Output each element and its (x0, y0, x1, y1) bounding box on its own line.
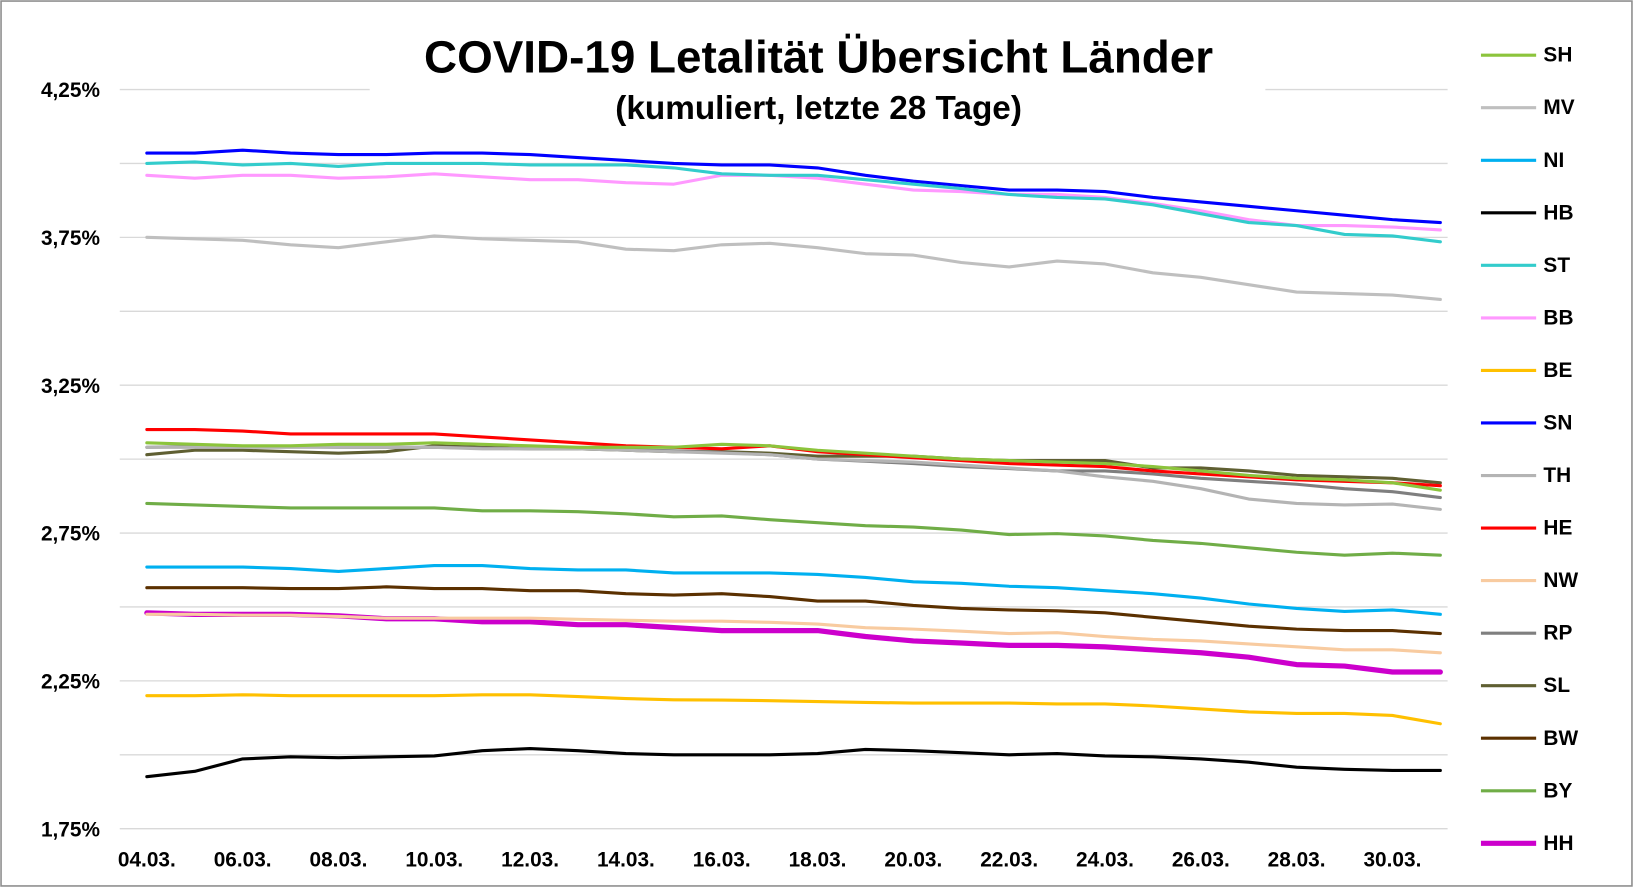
grid (119, 88, 1448, 830)
x-tick-label: 28.03. (1268, 848, 1326, 871)
plot-lines (144, 148, 1443, 779)
series-line (145, 563, 1442, 616)
x-tick-label: 08.03. (310, 848, 368, 871)
x-tick-label: 14.03. (597, 848, 655, 871)
x-tick-label: 24.03. (1076, 848, 1134, 871)
series-line (145, 160, 1442, 244)
title-background (369, 20, 1266, 138)
series-line (145, 747, 1442, 779)
y-tick-label: 2,25% (41, 670, 100, 693)
legend-label: RP (1543, 622, 1572, 645)
chart-subtitle: (kumuliert, letzte 28 Tage) (615, 90, 1022, 127)
x-tick-label: 16.03. (693, 848, 751, 871)
legend-label: ST (1543, 254, 1570, 277)
legend-label: BY (1543, 779, 1572, 802)
series-line (145, 444, 1442, 485)
legend: SH MV NI HB ST BB BE SN TH HE NW RP SL BW BY HH (1480, 44, 1578, 855)
chart-title: COVID-19 Letalität Übersicht Länder (424, 31, 1213, 82)
y-tick-label: 4,25% (41, 79, 100, 102)
y-tick-label: 1,75% (41, 818, 100, 841)
legend-label: TH (1543, 464, 1571, 487)
x-tick-label: 10.03. (405, 848, 463, 871)
series-line (145, 234, 1442, 302)
series-line (145, 445, 1442, 511)
x-tick-label: 04.03. (118, 848, 176, 871)
legend-label: NW (1543, 569, 1578, 592)
y-tick-label: 3,75% (41, 227, 100, 250)
y-tick-label: 2,75% (41, 523, 100, 546)
series-line (145, 612, 1442, 655)
legend-label: SN (1543, 412, 1572, 435)
legend-label: HH (1543, 832, 1573, 855)
legend-label: MV (1543, 96, 1574, 119)
legend-label: BE (1543, 359, 1572, 382)
series-line (145, 148, 1442, 225)
x-tick-label: 18.03. (789, 848, 847, 871)
legend-label: BW (1543, 727, 1578, 750)
series-line (145, 501, 1442, 557)
x-tick-label: 30.03. (1363, 848, 1421, 871)
x-tick-label: 22.03. (980, 848, 1038, 871)
axes: 1,75% 2,25% 2,75% 3,25% 3,75% 4,25% 04.03. 06.0… (41, 79, 1421, 871)
x-tick-label: 20.03. (884, 848, 942, 871)
x-tick-label: 26.03. (1172, 848, 1230, 871)
series-line (145, 693, 1442, 726)
legend-label: BB (1543, 306, 1573, 329)
series-line (145, 441, 1442, 492)
legend-label: HB (1543, 201, 1573, 224)
legend-label: SH (1543, 44, 1572, 67)
legend-label: SL (1543, 674, 1570, 697)
legend-label: HE (1543, 517, 1572, 540)
x-tick-label: 12.03. (501, 848, 559, 871)
series-line (145, 585, 1442, 636)
y-tick-label: 3,25% (41, 375, 100, 398)
legend-label: NI (1543, 149, 1564, 172)
x-tick-label: 06.03. (214, 848, 272, 871)
